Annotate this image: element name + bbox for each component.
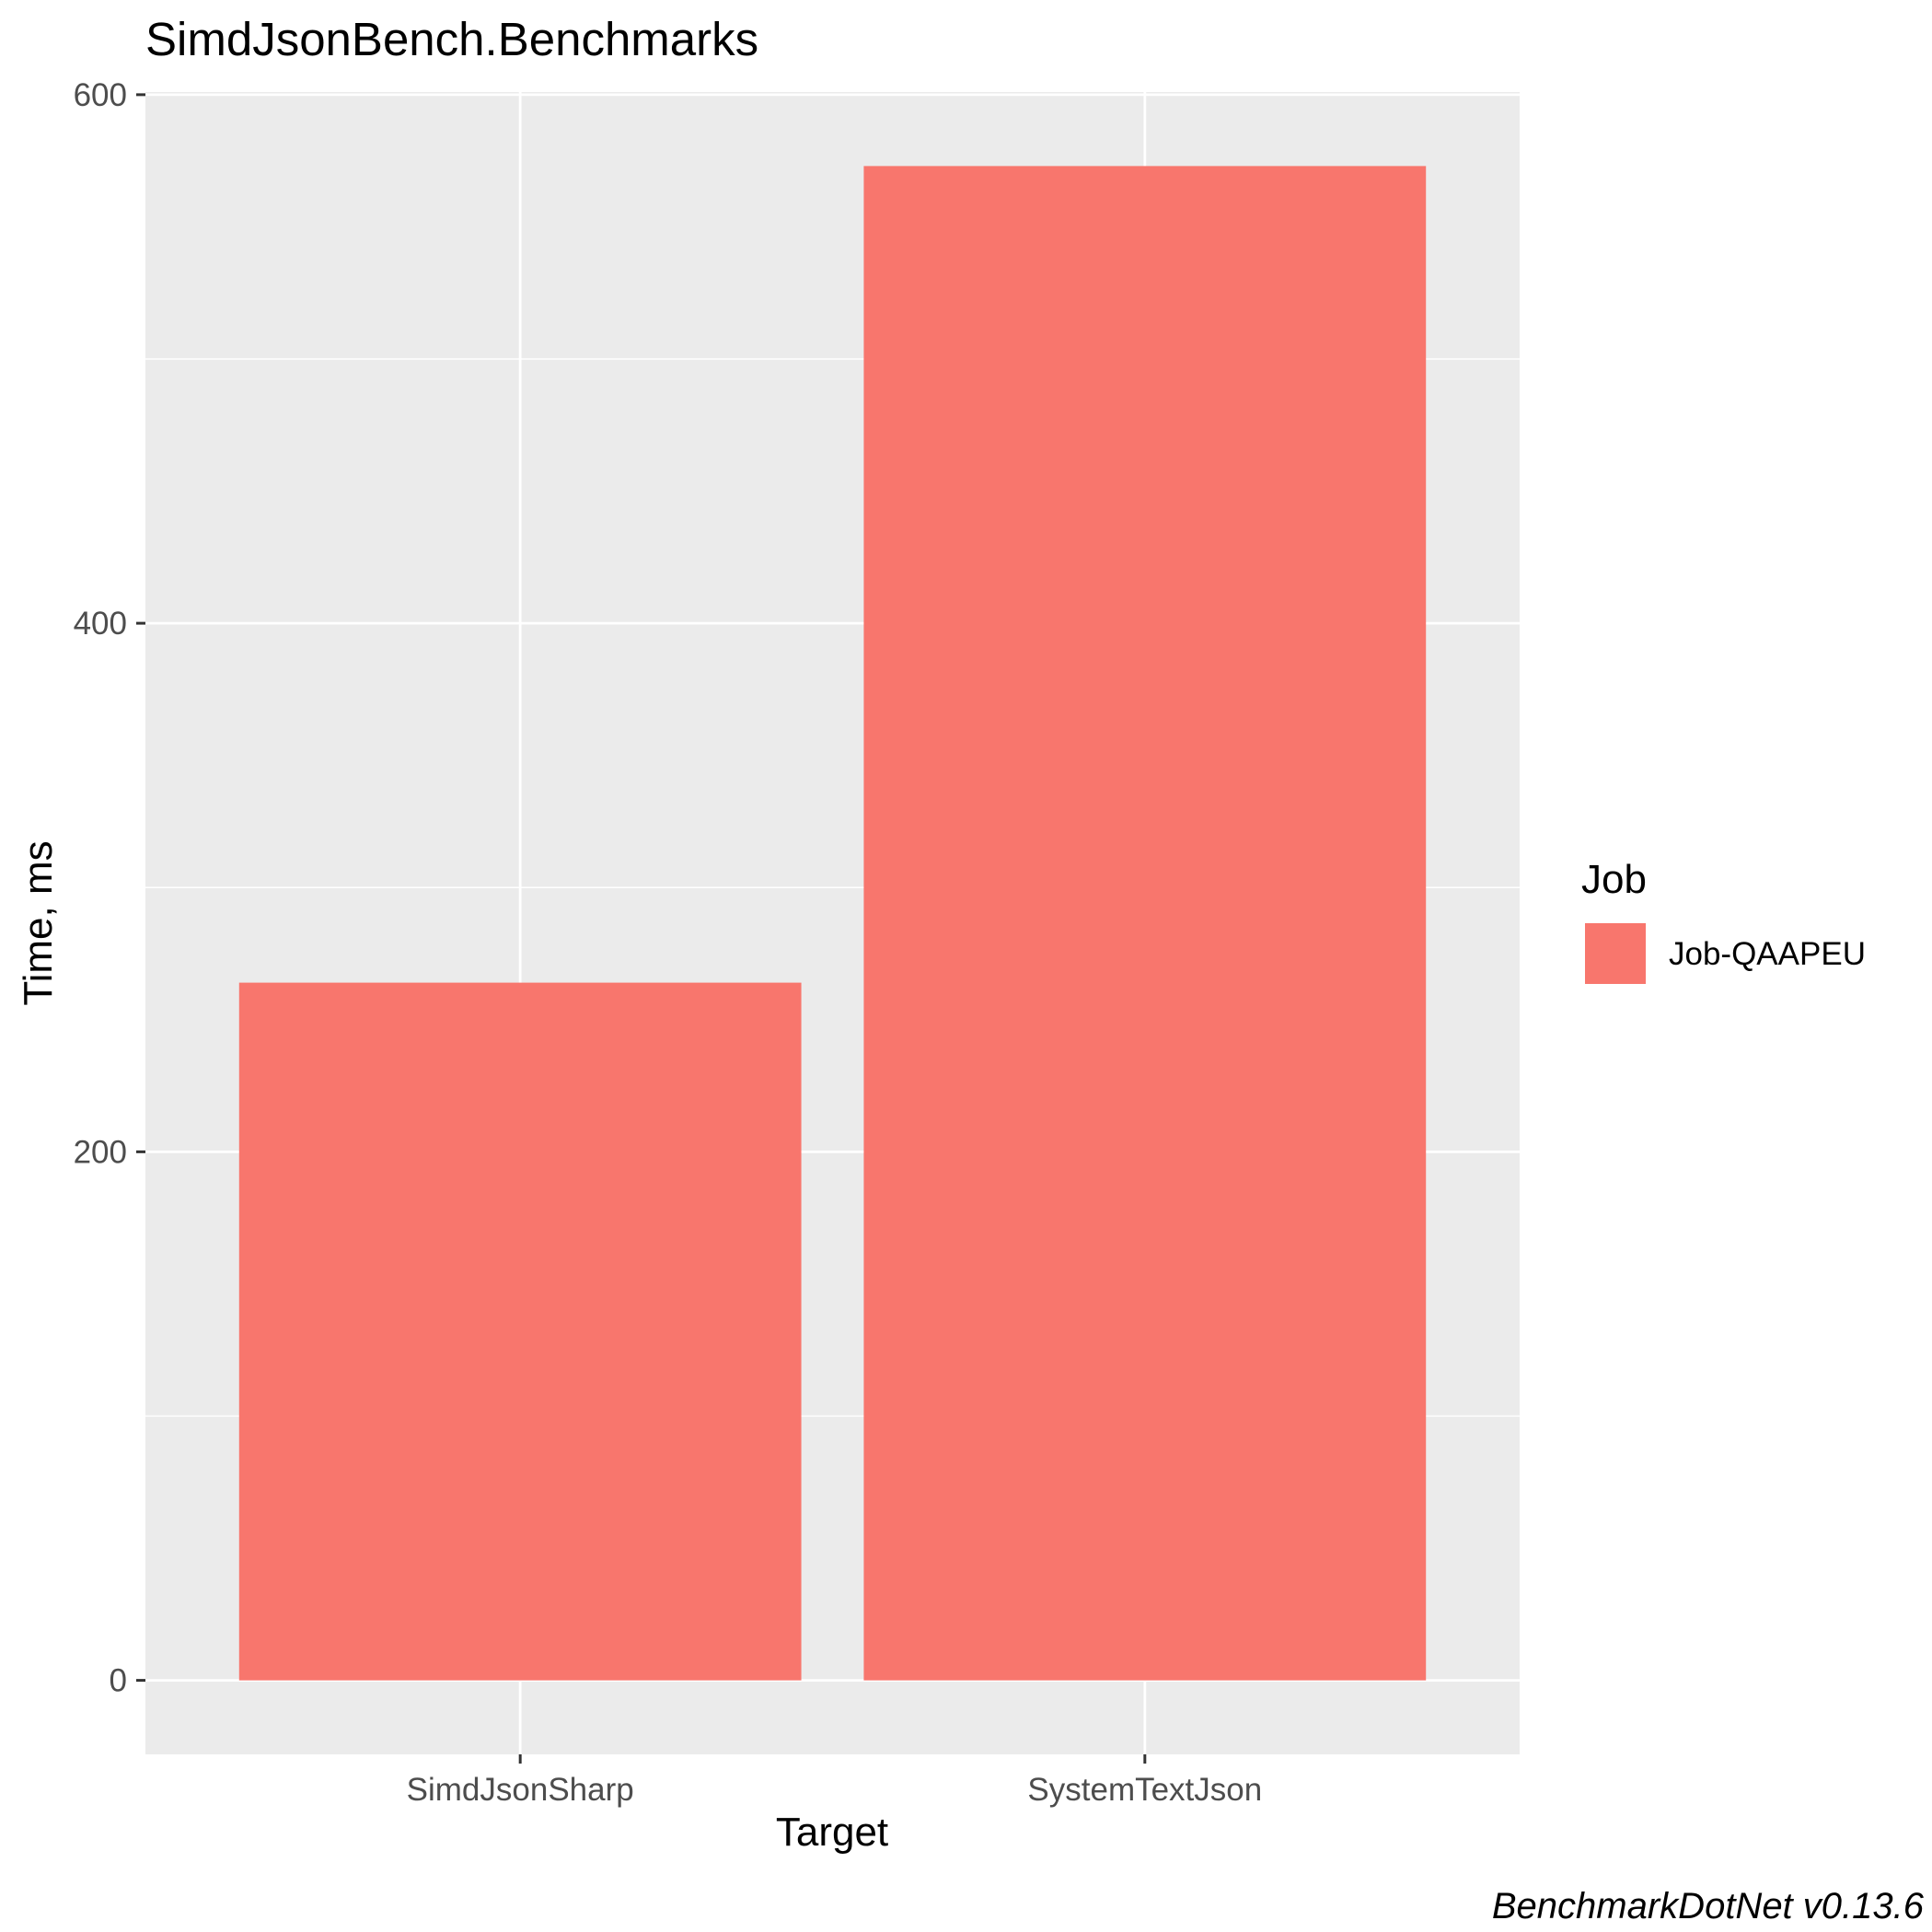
y-tick-label: 400 bbox=[74, 606, 127, 642]
legend-swatch bbox=[1583, 921, 1648, 986]
bars bbox=[238, 166, 1427, 1681]
chart-title: SimdJsonBench.Benchmarks bbox=[145, 13, 758, 65]
y-tick-label: 200 bbox=[74, 1134, 127, 1170]
x-tick-label: SimdJsonSharp bbox=[407, 1772, 634, 1808]
legend-title: Job bbox=[1581, 857, 1647, 902]
y-tick-label: 0 bbox=[110, 1663, 127, 1699]
caption: BenchmarkDotNet v0.13.6 bbox=[1492, 1886, 1925, 1926]
y-tick-label: 600 bbox=[74, 77, 127, 113]
x-tick-label: SystemTextJson bbox=[1027, 1772, 1262, 1808]
bar-simdjsonsharp bbox=[238, 982, 802, 1681]
legend-item-label: Job-QAAPEU bbox=[1669, 936, 1866, 972]
bar-systemtextjson bbox=[863, 166, 1427, 1681]
axes: 0 200 400 600 SimdJsonSharp SystemTextJson bbox=[74, 77, 1263, 1808]
y-axis-title: Time, ms bbox=[16, 840, 61, 1005]
x-axis-title: Target bbox=[776, 1810, 888, 1855]
legend: Job Job-QAAPEU bbox=[1581, 857, 1866, 986]
